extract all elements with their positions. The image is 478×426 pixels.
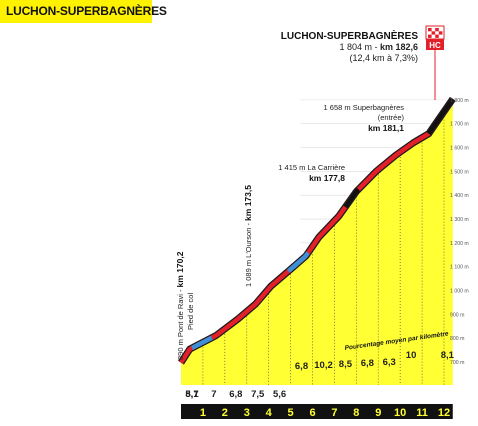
km-tick-label: 7 [331, 407, 337, 419]
ourson-annotation: 1 089 m L'Ourson - km 173,5 [243, 185, 253, 287]
altitude-tick-label: 1 800 m [450, 98, 469, 104]
km-tick-label: 6 [309, 407, 315, 419]
carriere-line1: 1 415 m La Carrière [278, 163, 345, 172]
flag-check [435, 28, 439, 32]
flag-check [428, 34, 432, 38]
altitude-tick-label: 900 m [450, 312, 464, 318]
gradient-label: 7 [211, 389, 216, 400]
entree-annotation: 1 658 m Superbagnères (entrée) km 181,1 [324, 103, 405, 133]
altitude-tick-label: 1 600 m [450, 146, 469, 152]
flat-segment [190, 335, 213, 350]
gradient-label: 10 [406, 350, 417, 361]
ravi-km: km 170,2 [175, 251, 185, 287]
hc-badge-label: HC [429, 41, 441, 50]
summit-km: km 182,6 [380, 42, 418, 52]
flag-check [435, 34, 439, 38]
gradient-label: 5,7 [185, 389, 198, 400]
ravi-annotation: 890 m Pont de Ravi - km 170,2 [175, 251, 185, 360]
header-title: LUCHON-SUPERBAGNÈRES [6, 4, 167, 18]
altitude-tick-label: 1 000 m [450, 289, 469, 295]
altitude-tick-label: 700 m [450, 360, 464, 366]
km-guide-lines [202, 113, 445, 385]
gradient-label: 8,1 [185, 389, 199, 400]
gradient-label: 6,8 [361, 358, 374, 369]
km-axis: 1 2 3 4 5 6 7 8 9 10 11 12 [200, 407, 450, 419]
altitude-axis: 700 m 800 m 900 m 1 000 m 1 100 m 1 200 m 1 30… [450, 98, 469, 366]
gradient-label: 7,5 [251, 389, 265, 400]
altitude-tick-label: 1 300 m [450, 217, 469, 223]
gradient-label: 8,5 [339, 359, 353, 370]
ravi-text: 890 m Pont de Ravi - [176, 287, 185, 360]
km-tick-label: 9 [375, 407, 381, 419]
km-tick-label: 8 [353, 407, 359, 419]
gradient-label: 6,3 [383, 357, 396, 368]
gradient-label: 6,8 [229, 389, 242, 400]
steep-segment [426, 97, 455, 135]
gradient-labels: 8,15,7 7 6,8 7,5 5,66,8 10,2 8,5 6,8 6,310 8,1 [185, 350, 454, 400]
flag-check [431, 31, 436, 35]
summit-altitude: 1 804 m - km 182,6 [339, 42, 418, 52]
flag-checks [428, 28, 443, 38]
flag-check [428, 28, 432, 32]
carriere-annotation: 1 415 m La Carrière km 177,8 [278, 163, 345, 183]
ravi-line2: Pied de col [186, 293, 195, 330]
gradient-label: 6,8 [295, 361, 308, 372]
summit-name: LUCHON-SUPERBAGNÈRES [281, 29, 419, 42]
altitude-tick-label: 800 m [450, 336, 464, 342]
km-tick-label: 1 [200, 407, 206, 419]
altitude-tick-label: 1 700 m [450, 122, 469, 128]
road-line-layer [178, 96, 456, 365]
entree-line2: (entrée) [378, 113, 405, 122]
altitude-tick-label: 1 200 m [450, 241, 469, 247]
km-tick-label: 11 [416, 407, 428, 419]
road-line [179, 97, 455, 364]
carriere-km: km 177,8 [309, 173, 345, 183]
entree-km: km 181,1 [368, 123, 404, 133]
km-tick-label: 5 [288, 407, 294, 419]
km-tick-label: 12 [438, 407, 450, 419]
altitude-tick-label: 1 500 m [450, 169, 469, 175]
gradient-label: 8,1 [441, 350, 455, 361]
hc-badge [426, 39, 444, 50]
km-tick-label: 10 [394, 407, 406, 419]
flat-segment [286, 251, 310, 273]
gradient-label: 10,2 [314, 360, 333, 371]
ourson-km: km 173,5 [243, 185, 253, 221]
km-band [181, 404, 453, 419]
km-base-band [181, 404, 453, 419]
altitude-tick-label: 1 400 m [450, 193, 469, 199]
header-banner: LUCHON-SUPERBAGNÈRES [0, 0, 167, 23]
km-tick-label: 3 [244, 407, 250, 419]
summit-altitude-text: 1 804 m - [339, 42, 380, 52]
altitude-tick-label: 1 100 m [450, 265, 469, 271]
steep-segment [343, 187, 361, 209]
entree-line1: 1 658 m Superbagnères [324, 103, 405, 112]
summit-annotation: LUCHON-SUPERBAGNÈRES 1 804 m - km 182,6 … [281, 25, 445, 100]
gradient-label: 5,6 [273, 389, 286, 400]
ourson-text: 1 089 m L'Ourson - [244, 221, 253, 287]
km-tick-label: 4 [266, 407, 273, 419]
km-tick-label: 2 [222, 407, 228, 419]
summit-climb-info: (12,4 km à 7,3%) [349, 53, 418, 63]
flag-check [438, 31, 443, 35]
